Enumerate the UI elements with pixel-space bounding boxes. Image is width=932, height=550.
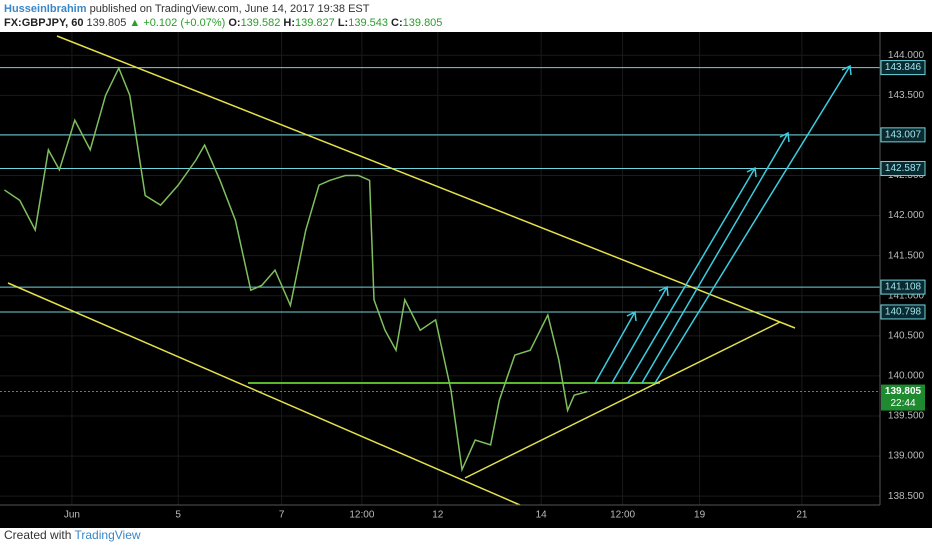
ohlc-value: 139.543 bbox=[348, 17, 388, 29]
footer: Created with TradingView bbox=[4, 528, 141, 542]
x-tick-label: Jun bbox=[64, 510, 80, 521]
ohlc: O:139.582 H:139.827 L:139.543 C:139.805 bbox=[228, 17, 442, 29]
brand[interactable]: TradingView bbox=[74, 528, 141, 542]
arrow bbox=[654, 64, 852, 384]
trend-line bbox=[7, 282, 521, 506]
y-tick-label: 144.000 bbox=[888, 50, 925, 61]
trend-line bbox=[464, 321, 781, 479]
symbol: FX:GBPJPY, 60 bbox=[4, 17, 84, 29]
level-tag bbox=[880, 304, 926, 320]
x-tick-label: 12:00 bbox=[349, 510, 374, 521]
ohlc-key: C: bbox=[391, 17, 403, 29]
arrow bbox=[641, 131, 790, 384]
ohlc-value: 139.827 bbox=[295, 17, 335, 29]
arrow bbox=[594, 310, 637, 384]
y-tick-label: 141.500 bbox=[888, 250, 925, 261]
ohlc-key: O: bbox=[228, 17, 241, 29]
change: ▲ +0.102 (+0.07%) bbox=[129, 17, 226, 29]
level-tag bbox=[880, 127, 926, 143]
arrows bbox=[594, 64, 852, 384]
level-label: 140.798 bbox=[885, 307, 922, 318]
x-tick-label: 19 bbox=[694, 510, 706, 521]
published: published on TradingView.com, June 14, 2… bbox=[89, 3, 370, 15]
created: Created with bbox=[4, 528, 72, 542]
level-tag bbox=[880, 279, 926, 295]
header: HusseinIbrahim published on TradingView.… bbox=[4, 2, 442, 30]
price: 139.805 bbox=[86, 17, 127, 29]
x-tick-label: 21 bbox=[796, 510, 808, 521]
trend-line bbox=[56, 35, 796, 329]
last-price-label: 139.805 bbox=[885, 386, 922, 397]
x-tick-label: 12:00 bbox=[610, 510, 635, 521]
arrow bbox=[611, 285, 669, 384]
ohlc-value: 139.805 bbox=[402, 17, 443, 29]
y-tick-label: 142.000 bbox=[888, 210, 925, 221]
level-label: 143.007 bbox=[885, 129, 922, 140]
price-line bbox=[3, 66, 588, 473]
x-tick-label: 12 bbox=[432, 510, 444, 521]
x-tick-label: 5 bbox=[175, 510, 181, 521]
background bbox=[0, 32, 932, 528]
level-label: 141.108 bbox=[885, 282, 922, 293]
countdown: 22:44 bbox=[890, 398, 915, 409]
ohlc-key: L: bbox=[337, 17, 349, 29]
y-tick-label: 141.000 bbox=[888, 290, 925, 301]
y-tick-label: 139.000 bbox=[888, 451, 925, 462]
y-tick-label: 138.500 bbox=[888, 491, 925, 502]
ohlc-key: H: bbox=[283, 17, 295, 29]
level-tag bbox=[880, 60, 926, 76]
x-tick-label: 7 bbox=[279, 510, 285, 521]
arrow bbox=[627, 166, 757, 384]
level-label: 143.846 bbox=[885, 62, 922, 73]
level-tag bbox=[880, 161, 926, 177]
author[interactable]: HusseinIbrahim bbox=[4, 3, 87, 15]
y-tick-label: 139.500 bbox=[888, 411, 925, 422]
last-price-tag bbox=[881, 384, 925, 411]
level-label: 142.587 bbox=[885, 163, 922, 174]
y-tick-label: 140.000 bbox=[888, 371, 925, 382]
chart: 138.500 139.000 139.500 140.000 140.500 141.0… bbox=[0, 32, 932, 528]
ohlc-value: 139.582 bbox=[240, 17, 281, 29]
x-tick-label: 14 bbox=[536, 510, 548, 521]
y-tick-label: 140.500 bbox=[888, 330, 925, 341]
y-tick-label: 143.500 bbox=[888, 90, 925, 101]
